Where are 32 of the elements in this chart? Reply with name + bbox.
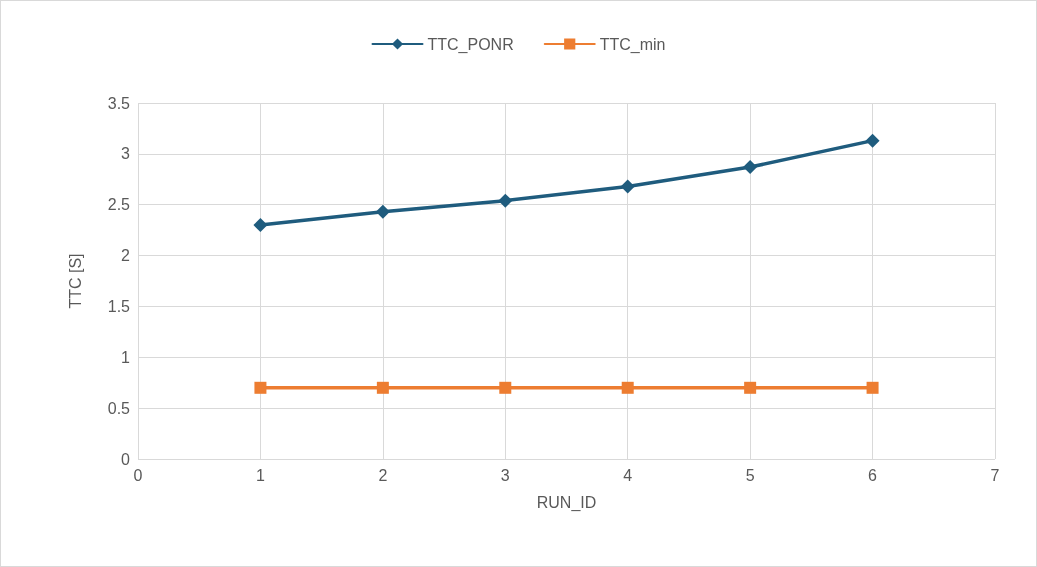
point: [621, 381, 634, 394]
x-tick-label: 6: [868, 466, 878, 484]
x-tick-label: 2: [378, 466, 388, 484]
point: [620, 179, 635, 194]
y-tick-label: 0: [121, 450, 131, 468]
y-tick-label: 1.5: [107, 297, 131, 315]
y-tick-label: 2.5: [107, 196, 131, 214]
point: [254, 381, 267, 394]
y-tick-label: 3: [121, 145, 131, 163]
point: [253, 218, 268, 233]
point: [499, 381, 512, 394]
x-tick-label: 5: [745, 466, 755, 484]
y-axis-title: TTC [S]: [66, 253, 84, 309]
x-tick-label: 0: [133, 466, 143, 484]
x-tick-label: 1: [255, 466, 265, 484]
y-tick-label: 2: [121, 247, 131, 265]
point: [375, 204, 390, 219]
point: [866, 381, 879, 394]
x-tick-label: 4: [623, 466, 633, 484]
legend-label: TTC_PONR: [427, 35, 514, 54]
point: [376, 381, 389, 394]
legend-label: TTC_min: [599, 35, 666, 54]
point: [498, 193, 513, 208]
point: [865, 133, 880, 148]
y-tick-label: 0.5: [107, 399, 131, 417]
x-axis-title: RUN_ID: [536, 493, 597, 512]
y-tick-label: 3.5: [107, 94, 131, 112]
point: [744, 381, 757, 394]
x-tick-label: 3: [500, 466, 510, 484]
y-tick-label: 1: [121, 348, 131, 366]
x-tick-label: 7: [990, 466, 1000, 484]
point: [743, 160, 758, 175]
